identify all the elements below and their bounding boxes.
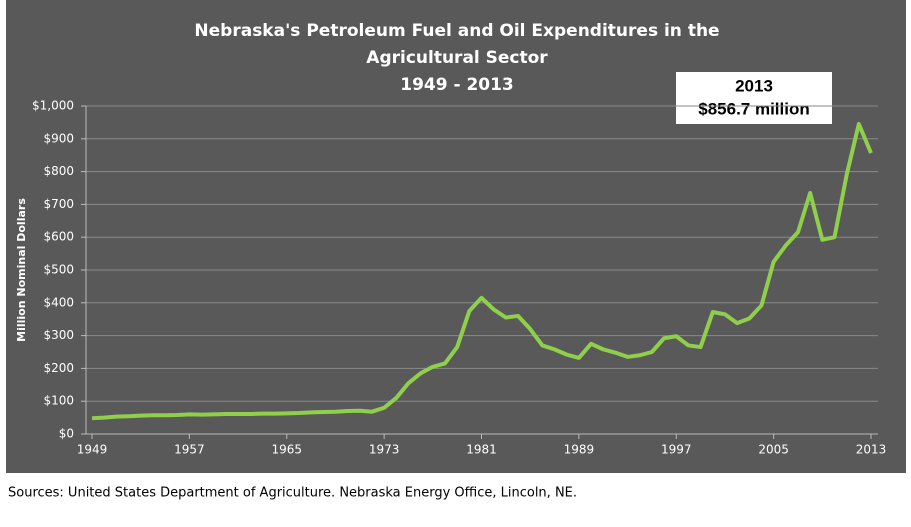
annotation: $856.7 million bbox=[698, 99, 810, 118]
x-tick-label: 1981 bbox=[466, 443, 497, 457]
chart-background bbox=[6, 0, 906, 473]
y-tick-label: $500 bbox=[43, 263, 74, 277]
annotation-box bbox=[676, 72, 832, 124]
chart-subtitle: 1949 - 2013 bbox=[400, 75, 514, 95]
x-tick-label: 1973 bbox=[369, 443, 400, 457]
source-note: Sources: United States Department of Agr… bbox=[8, 486, 577, 501]
y-tick-label: $200 bbox=[43, 361, 74, 375]
chart-title: Nebraska's Petroleum Fuel and Oil Expend… bbox=[194, 21, 719, 41]
x-tick-label: 2013 bbox=[856, 443, 887, 457]
y-tick-label: $1,000 bbox=[32, 99, 74, 113]
y-tick-label: $800 bbox=[43, 164, 74, 178]
x-tick-label: 1997 bbox=[661, 443, 692, 457]
y-tick-label: $900 bbox=[43, 131, 74, 145]
y-tick-label: $300 bbox=[43, 328, 74, 342]
y-axis-label: Million Nominal Dollars bbox=[15, 198, 28, 342]
chart-title: Agricultural Sector bbox=[366, 48, 548, 68]
y-tick-label: $400 bbox=[43, 295, 74, 309]
annotation: 2013 bbox=[735, 76, 773, 95]
x-tick-label: 1957 bbox=[174, 443, 205, 457]
data-line bbox=[91, 122, 873, 421]
y-tick-label: $100 bbox=[43, 394, 74, 408]
x-tick-label: 1989 bbox=[564, 443, 595, 457]
y-tick-label: $600 bbox=[43, 230, 74, 244]
x-tick-label: 1949 bbox=[77, 443, 108, 457]
y-tick-label: $0 bbox=[59, 427, 74, 441]
y-tick-label: $700 bbox=[43, 197, 74, 211]
x-tick-label: 1965 bbox=[271, 443, 302, 457]
x-tick-label: 2005 bbox=[758, 443, 789, 457]
